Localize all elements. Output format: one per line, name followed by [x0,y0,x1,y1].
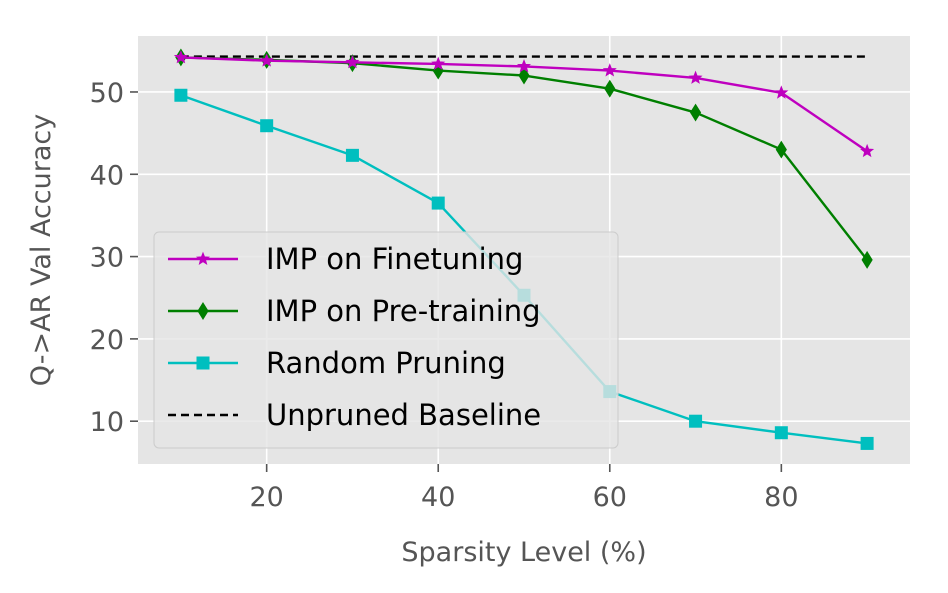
data-point-imp-on-finetuning [860,143,875,158]
x-tick-label: 60 [593,482,627,513]
data-point-random-pruning [860,436,874,450]
y-tick-label: 20 [90,325,124,356]
data-point-imp-on-finetuning [431,56,446,70]
legend-box [153,231,619,449]
y-axis-ticks: 10 20 30 40 50 [90,78,138,438]
data-point-imp-on-pre-training [518,66,530,85]
y-tick-label: 10 [90,407,124,438]
x-tick-label: 80 [764,482,798,513]
data-point-random-pruning [774,426,788,440]
y-axis-title: Q->AR Val Accuracy [26,114,57,386]
legend-marker [197,302,209,320]
data-point-imp-on-finetuning [602,63,617,77]
legend-items: IMP on Finetuning IMP on Pre-training Rand… [168,242,541,432]
y-tick-label: 40 [90,160,124,191]
data-point-imp-on-finetuning [345,54,360,69]
y-tick-label: 50 [90,78,124,109]
legend-marker [196,356,210,370]
data-point-imp-on-pre-training [775,140,787,159]
series-imp-on-finetuning [173,50,875,158]
data-point-random-pruning [431,196,445,210]
legend: IMP on Finetuning IMP on Pre-training Rand… [153,231,619,449]
legend-label: IMP on Pre-training [266,294,541,328]
y-tick-label: 30 [90,243,124,274]
x-tick-label: 40 [421,482,455,513]
data-point-imp-on-finetuning [173,50,188,64]
legend-entry-random-pruning: Random Pruning [168,346,506,380]
data-point-imp-on-finetuning [516,59,532,73]
data-point-imp-on-pre-training [861,250,873,269]
data-point-imp-on-finetuning [688,70,703,84]
legend-label: Random Pruning [266,346,506,380]
data-point-imp-on-finetuning [259,53,274,67]
legend-marker [195,251,211,265]
legend-label: IMP on Finetuning [266,242,523,276]
data-point-random-pruning [345,148,359,162]
data-point-imp-on-pre-training [604,79,616,98]
x-axis-ticks: 20 40 60 80 [249,464,799,513]
data-point-imp-on-pre-training [689,103,702,122]
legend-entry-imp-on-finetuning: IMP on Finetuning [168,242,523,276]
data-point-imp-on-finetuning [774,85,789,99]
x-tick-label: 20 [249,482,283,513]
legend-label: Unpruned Baseline [266,398,541,432]
x-axis-title: Sparsity Level (%) [401,537,646,568]
data-point-random-pruning [260,119,274,133]
data-point-random-pruning [174,88,188,102]
data-point-random-pruning [689,414,703,428]
legend-entry-unpruned-baseline: Unpruned Baseline [168,398,541,432]
legend-entry-imp-on-pre-training: IMP on Pre-training [168,294,541,328]
